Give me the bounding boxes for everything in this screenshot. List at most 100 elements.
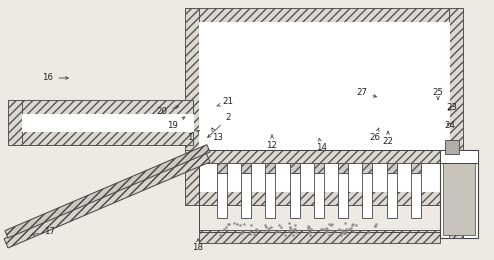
- Point: [289, 233, 297, 238]
- Point: [290, 227, 298, 231]
- Point: [288, 228, 295, 232]
- Point: [272, 230, 280, 234]
- Point: [220, 227, 228, 231]
- Point: [260, 230, 268, 234]
- Bar: [217, 163, 227, 173]
- Point: [317, 227, 325, 231]
- Point: [345, 227, 353, 231]
- Bar: [289, 173, 300, 218]
- Point: [335, 227, 343, 231]
- Point: [230, 221, 238, 225]
- Point: [262, 225, 270, 229]
- Point: [281, 233, 288, 237]
- Point: [225, 222, 233, 226]
- Bar: [8, 100, 22, 145]
- Text: 26: 26: [370, 128, 380, 142]
- Point: [247, 230, 254, 235]
- Point: [216, 233, 224, 237]
- Point: [307, 227, 315, 231]
- Point: [291, 230, 299, 235]
- Point: [359, 233, 367, 238]
- Point: [286, 221, 293, 225]
- Point: [347, 226, 355, 230]
- Point: [247, 223, 255, 227]
- Point: [265, 226, 273, 230]
- Point: [340, 231, 348, 235]
- Point: [236, 231, 244, 235]
- Bar: [185, 8, 199, 205]
- Point: [323, 227, 330, 231]
- Point: [353, 231, 361, 236]
- Point: [348, 223, 356, 227]
- Point: [337, 233, 345, 237]
- Bar: [8, 131, 193, 145]
- Point: [319, 227, 327, 231]
- Point: [329, 229, 336, 233]
- Bar: [185, 8, 463, 22]
- Text: 13: 13: [212, 128, 223, 142]
- Point: [290, 223, 298, 228]
- Point: [341, 231, 349, 235]
- Point: [317, 233, 325, 238]
- Point: [234, 222, 242, 226]
- Bar: [362, 163, 372, 173]
- Bar: [185, 150, 199, 205]
- Point: [372, 222, 380, 226]
- Text: 21: 21: [217, 98, 234, 107]
- Text: 16: 16: [42, 74, 68, 82]
- Bar: [199, 22, 449, 191]
- Polygon shape: [4, 153, 210, 248]
- Point: [287, 225, 294, 229]
- Point: [246, 232, 253, 236]
- Point: [352, 223, 360, 227]
- Bar: [440, 150, 478, 238]
- Bar: [199, 150, 440, 163]
- Text: 27: 27: [357, 88, 376, 97]
- Point: [251, 226, 259, 231]
- Point: [371, 224, 379, 228]
- Bar: [362, 173, 372, 218]
- Bar: [449, 150, 463, 238]
- Point: [325, 222, 333, 226]
- Bar: [387, 173, 397, 218]
- Bar: [185, 191, 463, 205]
- Point: [264, 228, 272, 232]
- Point: [338, 228, 346, 232]
- Bar: [411, 173, 421, 218]
- Text: 20: 20: [157, 106, 178, 116]
- Text: 25: 25: [433, 88, 444, 99]
- Point: [371, 224, 379, 229]
- Bar: [338, 163, 348, 173]
- Point: [341, 221, 349, 225]
- Point: [261, 223, 269, 227]
- Bar: [411, 163, 421, 173]
- Text: 19: 19: [166, 117, 185, 129]
- Point: [286, 229, 293, 233]
- Point: [304, 226, 312, 230]
- Bar: [449, 8, 463, 205]
- Bar: [440, 150, 478, 163]
- Point: [249, 232, 257, 236]
- Point: [251, 229, 259, 233]
- Point: [238, 231, 246, 235]
- Bar: [387, 163, 397, 173]
- Bar: [443, 153, 475, 235]
- Point: [342, 229, 350, 233]
- Bar: [314, 173, 324, 218]
- Bar: [338, 173, 348, 218]
- Point: [328, 223, 335, 227]
- Point: [328, 222, 336, 226]
- Point: [222, 224, 230, 229]
- Point: [322, 225, 330, 230]
- Point: [322, 230, 329, 234]
- Text: 22: 22: [382, 132, 394, 146]
- Point: [305, 225, 313, 229]
- Bar: [241, 173, 251, 218]
- Point: [349, 222, 357, 226]
- Point: [349, 229, 357, 233]
- Bar: [289, 163, 300, 173]
- Point: [253, 228, 261, 232]
- Polygon shape: [5, 145, 210, 238]
- Point: [323, 229, 331, 233]
- Bar: [265, 163, 276, 173]
